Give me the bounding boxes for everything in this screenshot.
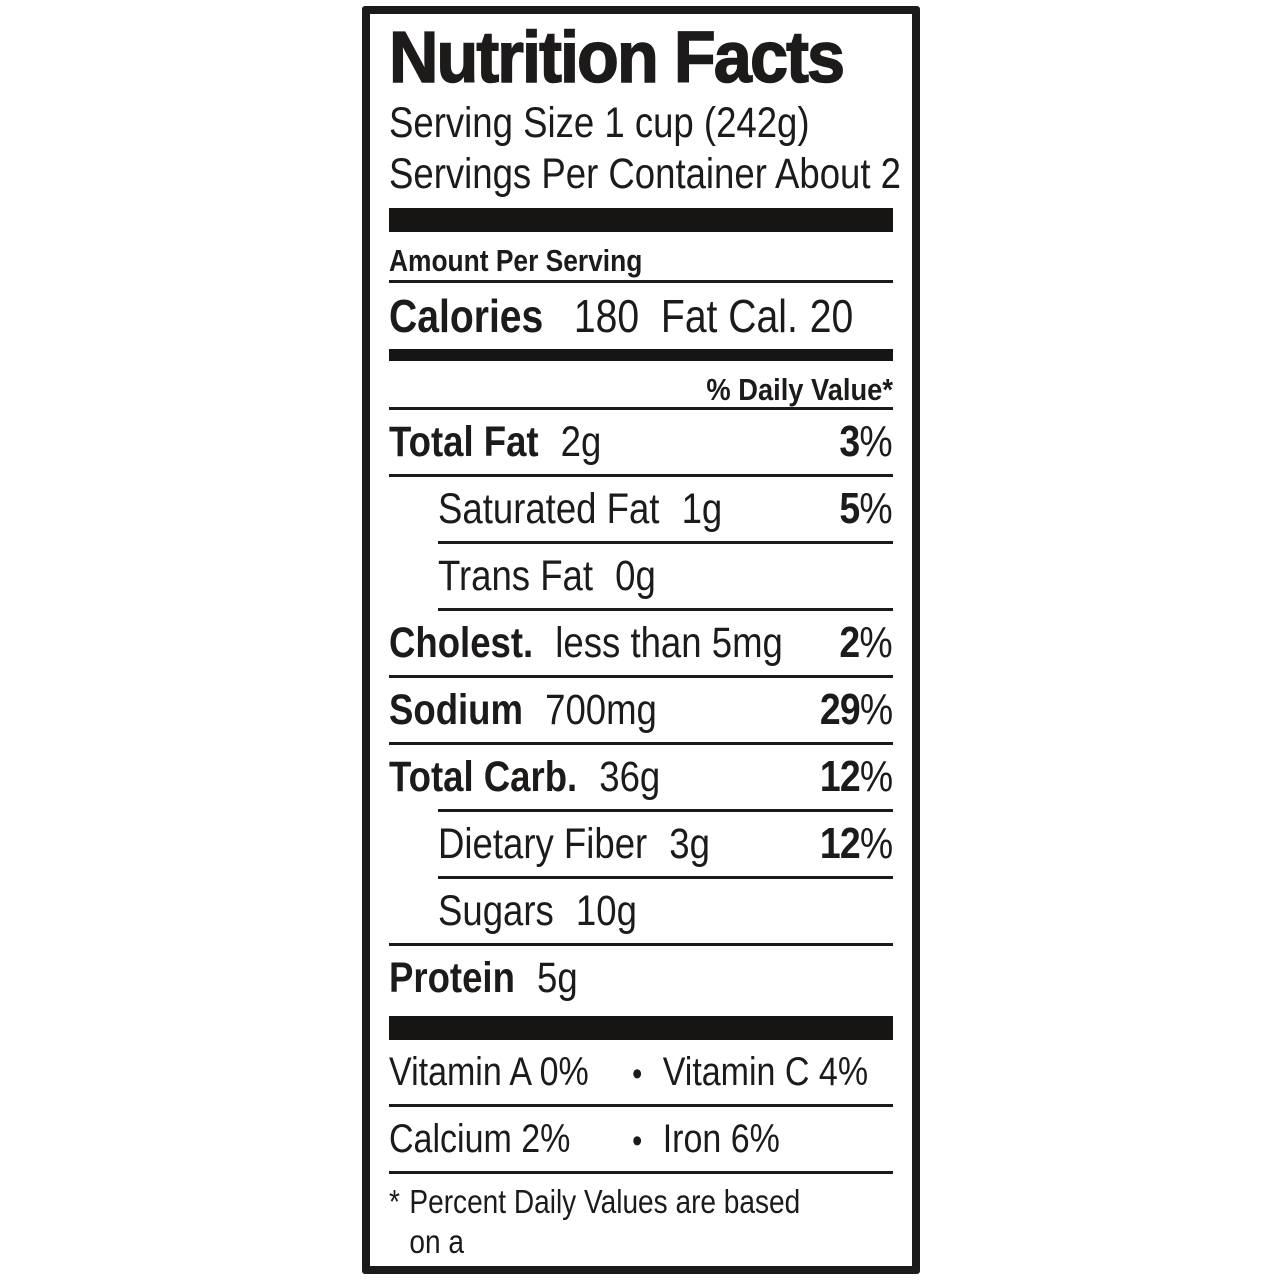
percent-sign: % — [859, 618, 893, 667]
servings-per-container-line: Servings Per Container About 2 — [389, 149, 901, 200]
nutrient-dv: 2 — [839, 618, 861, 667]
percent-sign: % — [859, 685, 893, 734]
divider-indented — [438, 809, 893, 812]
micronutrient-value: 4% — [818, 1050, 869, 1094]
divider — [389, 742, 893, 745]
divider — [389, 1104, 893, 1107]
nutrient-amount: 1g — [681, 485, 723, 533]
fat-calories-label: Fat Cal. — [660, 290, 798, 342]
serving-size-text: Serving Size 1 cup (242g) — [389, 99, 810, 147]
divider — [389, 943, 893, 946]
micronutrient-value: 6% — [730, 1117, 780, 1161]
serving-size-line: Serving Size 1 cup (242g) — [389, 98, 893, 149]
fat-calories-value: 20 — [809, 290, 853, 342]
percent-sign: % — [859, 417, 893, 466]
nutrient-amount: 10g — [575, 887, 637, 935]
footnote: * Percent Daily Values are based on a 2,… — [389, 1182, 893, 1266]
thick-divider-bottom — [389, 1016, 893, 1040]
divider-indented — [438, 608, 893, 611]
divider — [389, 1171, 893, 1174]
nutrient-name: Trans Fat — [438, 552, 594, 600]
nutrient-row-total-fat: Total Fat 2g 3% — [389, 410, 893, 474]
footnote-asterisk: * — [389, 1183, 400, 1220]
micronutrient-row-minerals: Calcium 2% • Iron 6% — [389, 1107, 893, 1171]
nutrient-dv: 3 — [839, 417, 861, 466]
nutrient-name: Cholest. — [389, 619, 534, 667]
nutrient-name: Saturated Fat — [438, 485, 660, 533]
daily-value-header-row: % Daily Value* — [389, 361, 893, 407]
nutrient-amount: 2g — [560, 418, 602, 466]
nutrient-name: Total Carb. — [389, 753, 578, 801]
nutrient-dv: 12 — [819, 752, 861, 801]
micronutrient-name: Calcium — [389, 1117, 512, 1161]
nutrient-amount: 3g — [669, 820, 710, 868]
footnote-line2: 2,000 calorie diet. — [409, 1263, 630, 1266]
nutrient-name: Sodium — [389, 686, 524, 734]
bullet-separator: • — [632, 1055, 643, 1093]
calories-row: Calories 180 Fat Cal. 20 — [389, 283, 893, 349]
nutrient-row-dietary-fiber: Dietary Fiber 3g 12% — [389, 812, 893, 876]
thick-divider-top — [389, 208, 893, 232]
percent-sign: % — [859, 484, 893, 533]
nutrient-amount: 700mg — [545, 686, 657, 734]
nutrient-name: Protein — [389, 954, 515, 1002]
nutrient-dv: 12 — [819, 819, 861, 868]
divider-indented — [438, 876, 893, 879]
divider — [389, 474, 893, 477]
nutrient-row-sugars: Sugars 10g — [389, 879, 893, 943]
nutrient-amount: 36g — [599, 753, 661, 801]
nutrient-name: Dietary Fiber — [438, 820, 648, 868]
divider — [389, 675, 893, 678]
nutrient-row-trans-fat: Trans Fat 0g — [389, 544, 893, 608]
amount-per-serving-row: Amount Per Serving — [389, 232, 893, 280]
nutrient-amount: less than 5mg — [555, 619, 783, 667]
nutrient-row-sodium: Sodium 700mg 29% — [389, 678, 893, 742]
nutrient-amount: 5g — [537, 954, 578, 1002]
calories-label: Calories — [389, 290, 544, 342]
nutrient-row-saturated-fat: Saturated Fat 1g 5% — [389, 477, 893, 541]
bullet-separator: • — [632, 1122, 643, 1160]
micronutrient-name: Vitamin C — [662, 1050, 810, 1094]
micronutrient-value: 2% — [521, 1117, 571, 1161]
divider-indented — [438, 541, 893, 544]
nutrient-name: Total Fat — [389, 418, 539, 466]
nutrient-row-protein: Protein 5g — [389, 946, 893, 1016]
percent-sign: % — [859, 752, 893, 801]
daily-value-header: % Daily Value* — [706, 372, 893, 407]
amount-per-serving-text: Amount Per Serving — [389, 243, 643, 278]
micronutrient-name: Iron — [662, 1117, 722, 1161]
percent-sign: % — [859, 819, 893, 868]
divider — [389, 280, 893, 283]
nutrient-dv: 29 — [819, 685, 861, 734]
nutrient-amount: 0g — [615, 552, 656, 600]
servings-per-container-text: Servings Per Container About 2 — [389, 150, 902, 198]
divider — [389, 407, 893, 410]
calories-value: 180 — [573, 290, 640, 342]
nutrient-dv: 5 — [839, 484, 861, 533]
micronutrient-row-vitamins: Vitamin A 0% • Vitamin C 4% — [389, 1040, 893, 1104]
nutrient-name: Sugars — [438, 887, 554, 935]
label-title: Nutrition Facts — [388, 17, 845, 99]
medium-divider — [389, 349, 893, 361]
footnote-line1: Percent Daily Values are based on a — [409, 1183, 801, 1260]
micronutrient-value: 0% — [539, 1050, 589, 1094]
nutrient-row-cholesterol: Cholest. less than 5mg 2% — [389, 611, 893, 675]
nutrient-row-total-carb: Total Carb. 36g 12% — [389, 745, 893, 809]
micronutrient-name: Vitamin A — [389, 1050, 531, 1094]
nutrition-facts-label: Nutrition Facts Serving Size 1 cup (242g… — [362, 6, 920, 1274]
